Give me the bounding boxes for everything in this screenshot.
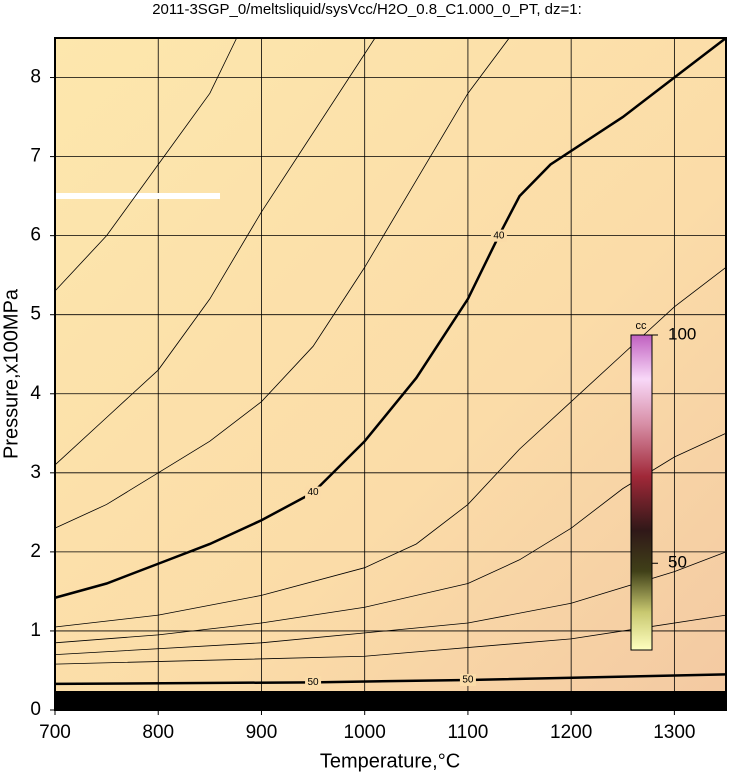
y-tick-label: 2 [30, 541, 41, 562]
contour-line [54, 37, 238, 292]
colorbar-tick-label: 50 [668, 553, 687, 572]
y-axis-label: Pressure,x100MPa [0, 288, 22, 459]
x-tick-label: 1300 [653, 722, 695, 743]
y-tick-label: 7 [30, 146, 41, 167]
contour-line [54, 37, 727, 599]
x-axis-label: Temperature,°C [320, 750, 460, 772]
plot-background [55, 38, 726, 710]
contour-label: 50 [308, 677, 320, 688]
contour-label: 50 [462, 675, 474, 686]
x-tick-label: 900 [246, 722, 278, 743]
colorbar-tick-label: 100 [668, 324, 696, 343]
contour-label-bg [305, 676, 322, 689]
colorbar-label: cc [636, 320, 648, 332]
x-tick-label: 1000 [344, 722, 386, 743]
y-tick-label: 6 [30, 225, 41, 246]
contour-line [54, 37, 376, 466]
contour-label-bg [305, 486, 322, 499]
contour-label-bg [459, 673, 476, 686]
contour-label: 40 [308, 487, 320, 498]
white-bar [55, 193, 220, 199]
chart-title: 2011-3SGP_0/meltsliquid/sysVcc/H2O_0.8_C… [152, 1, 582, 18]
x-tick-label: 1200 [550, 722, 592, 743]
x-tick-label: 1100 [447, 722, 488, 743]
y-tick-label: 4 [30, 383, 41, 404]
y-tick-label: 8 [30, 67, 41, 88]
colorbar [630, 334, 653, 651]
plot-frame [54, 37, 727, 711]
contour-label: 40 [493, 230, 505, 241]
contour-line [54, 673, 727, 686]
contour-line [54, 551, 727, 656]
dense-contour-band [55, 691, 726, 710]
y-tick-label: 1 [30, 620, 41, 641]
contour-line [54, 37, 510, 529]
y-tick-label: 0 [30, 699, 41, 720]
y-tick-label: 5 [30, 304, 41, 325]
contour-label-bg [490, 229, 507, 242]
x-tick-label: 700 [39, 722, 71, 743]
x-tick-label: 800 [142, 722, 174, 743]
y-tick-label: 3 [30, 462, 41, 483]
